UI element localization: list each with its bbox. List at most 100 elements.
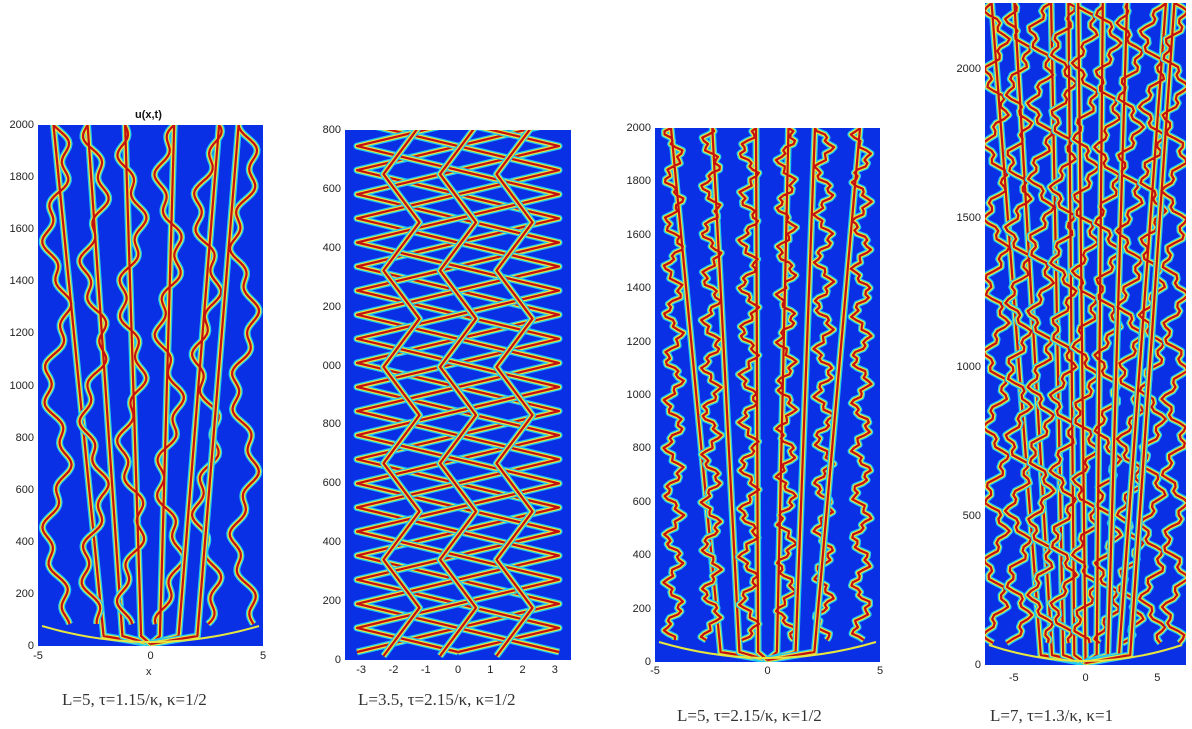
panel-3-ytick: 1200 xyxy=(626,335,651,348)
heatmap-2-front-1 xyxy=(353,130,563,656)
heatmap-4-front-4-layer-2 xyxy=(1070,3,1101,663)
panel-4-ytick: 2000 xyxy=(956,62,981,75)
panel-1-caption: L=5, τ=1.15/κ, κ=1/2 xyxy=(62,690,207,709)
panel-2-ytick: 000 xyxy=(322,359,341,372)
panel-2-xtick: 2 xyxy=(519,664,526,676)
heatmap-2-secondary-front-0-layer-2 xyxy=(382,130,421,657)
heatmap-4-front-3-layer-2 xyxy=(1048,3,1087,664)
panel-1-ytick: 1600 xyxy=(9,223,34,236)
panel-2-xtick: -1 xyxy=(420,664,431,676)
panel-1-ytick: 1200 xyxy=(9,327,34,340)
panel-2-heatmap-svg xyxy=(353,130,563,659)
panel-3-ytick: 1800 xyxy=(626,175,651,188)
panel-2-xtick: 3 xyxy=(551,664,558,676)
panel-3-ytick: 1400 xyxy=(626,282,651,295)
heatmap-3-front-3 xyxy=(765,128,801,662)
panel-1-xtick: -5 xyxy=(33,650,43,662)
heatmap-1-front-5-layer-2 xyxy=(150,125,261,646)
panel-4-xtick: 5 xyxy=(1154,672,1161,684)
heatmap-3-front-1 xyxy=(697,128,769,662)
heatmap-1-front-0 xyxy=(38,125,152,646)
panel-1-ytick: 1000 xyxy=(9,379,34,392)
heatmap-2-front-3 xyxy=(353,130,563,656)
panel-1-heatmap-svg xyxy=(38,125,263,646)
panel-2-ytick: 200 xyxy=(322,300,341,313)
panel-2-ytick: 800 xyxy=(322,124,341,136)
panel-1-title: u(x,t) xyxy=(135,109,162,121)
panel-1-ytick: 800 xyxy=(15,431,34,444)
panel-2-ytick: 600 xyxy=(322,182,341,195)
heatmap-4-front-7-layer-2 xyxy=(1085,3,1168,665)
heatmap-1-front-3-layer-2 xyxy=(149,125,186,645)
panel-3-caption: L=5, τ=2.15/κ, κ=1/2 xyxy=(677,706,822,725)
panel-4-ytick: 1500 xyxy=(956,211,981,224)
panel-1-ytick: 1400 xyxy=(9,275,34,288)
panel-4-xtick: 0 xyxy=(1082,672,1089,684)
panel-1-xtick: 5 xyxy=(259,650,267,662)
panel-4-ytick: 1000 xyxy=(956,360,981,373)
panel-2-ytick: 200 xyxy=(322,595,341,608)
heatmap-4-front-1 xyxy=(1001,3,1087,665)
heatmap-2-secondary-front-2 xyxy=(493,130,536,659)
panel-4-ytick: 500 xyxy=(962,509,981,522)
panel-3-ytick: 800 xyxy=(632,442,651,455)
heatmap-3-front-2-layer-2 xyxy=(737,128,769,661)
heatmap-2-secondary-front-0 xyxy=(380,130,423,659)
panel-1-xtick: 0 xyxy=(147,650,154,662)
panel-4-xtick: -5 xyxy=(1008,672,1019,684)
heatmap-4-front-7 xyxy=(1084,3,1170,665)
panel-2-xtick: -3 xyxy=(356,664,367,676)
heatmap-2-front-3-layer-2 xyxy=(355,130,561,654)
heatmap-4-initial-arc xyxy=(988,644,1183,662)
panel-3-heatmap-svg xyxy=(658,128,877,662)
panel-2-xtick: 0 xyxy=(454,664,462,676)
panel-2-xtick: -2 xyxy=(388,664,399,676)
heatmap-3-front-4-layer-2 xyxy=(767,128,836,662)
panel-3-ytick: 0 xyxy=(644,656,651,668)
heatmap-3-front-0-layer-2 xyxy=(662,128,768,662)
panel-4-ytick: 0 xyxy=(974,659,981,671)
heatmap-2-front-1-layer-2 xyxy=(355,130,561,654)
heatmap-4-front-2 xyxy=(1023,3,1087,665)
heatmap-4-front-8-layer-2 xyxy=(1085,3,1186,665)
panel-3-heatmap xyxy=(655,128,880,662)
heatmap-4-front-5-layer-2 xyxy=(1084,3,1123,664)
panel-2-ytick: 800 xyxy=(322,418,341,431)
heatmap-3-front-3-layer-2 xyxy=(766,128,798,661)
panel-1-ytick: 2000 xyxy=(9,119,34,131)
heatmap-1-front-1 xyxy=(76,125,152,646)
heatmap-4-front-5 xyxy=(1083,3,1125,665)
heatmap-3-front-5 xyxy=(766,128,876,662)
panel-1-ytick: 600 xyxy=(15,483,34,496)
panel-3-ytick: 600 xyxy=(632,495,651,508)
panel-1-ytick: 1800 xyxy=(9,171,34,184)
panel-3-ytick: 1000 xyxy=(626,389,651,401)
heatmap-2-secondary-front-1 xyxy=(436,130,480,659)
heatmap-4-front-0 xyxy=(985,3,1087,665)
panel-1-xlabel: x xyxy=(146,666,152,678)
panel-3-ytick: 1600 xyxy=(626,228,651,241)
heatmap-1-front-2 xyxy=(113,125,153,646)
panel-2-ytick: 400 xyxy=(322,536,341,549)
panel-3-ytick: 400 xyxy=(632,549,651,562)
panel-4-heatmap xyxy=(985,3,1186,665)
heatmap-3-front-4 xyxy=(766,128,838,662)
heatmap-1-front-3 xyxy=(148,125,188,646)
panel-3-xtick: -5 xyxy=(650,665,660,677)
heatmap-4-front-8 xyxy=(1084,3,1186,665)
panel-2-ytick: 600 xyxy=(322,477,341,490)
heatmap-1-front-1-layer-2 xyxy=(78,125,151,646)
heatmap-4-front-2-layer-2 xyxy=(1026,3,1086,665)
heatmap-3-initial-arc xyxy=(658,641,877,659)
heatmap-3-front-5-layer-2 xyxy=(767,128,873,662)
panel-3-ytick: 2000 xyxy=(626,122,651,134)
heatmap-4-front-3 xyxy=(1046,3,1088,665)
heatmap-4-front-1-layer-2 xyxy=(1004,3,1086,665)
heatmap-4-front-4 xyxy=(1068,3,1103,663)
heatmap-1-initial-arc xyxy=(41,625,260,643)
panel-3-xtick: 5 xyxy=(876,665,884,677)
heatmap-3-front-1-layer-2 xyxy=(699,128,768,662)
panel-2-caption: L=3.5, τ=2.15/κ, κ=1/2 xyxy=(358,690,516,709)
heatmap-1-front-5 xyxy=(149,125,263,646)
panel-2-ytick: 400 xyxy=(322,241,341,254)
